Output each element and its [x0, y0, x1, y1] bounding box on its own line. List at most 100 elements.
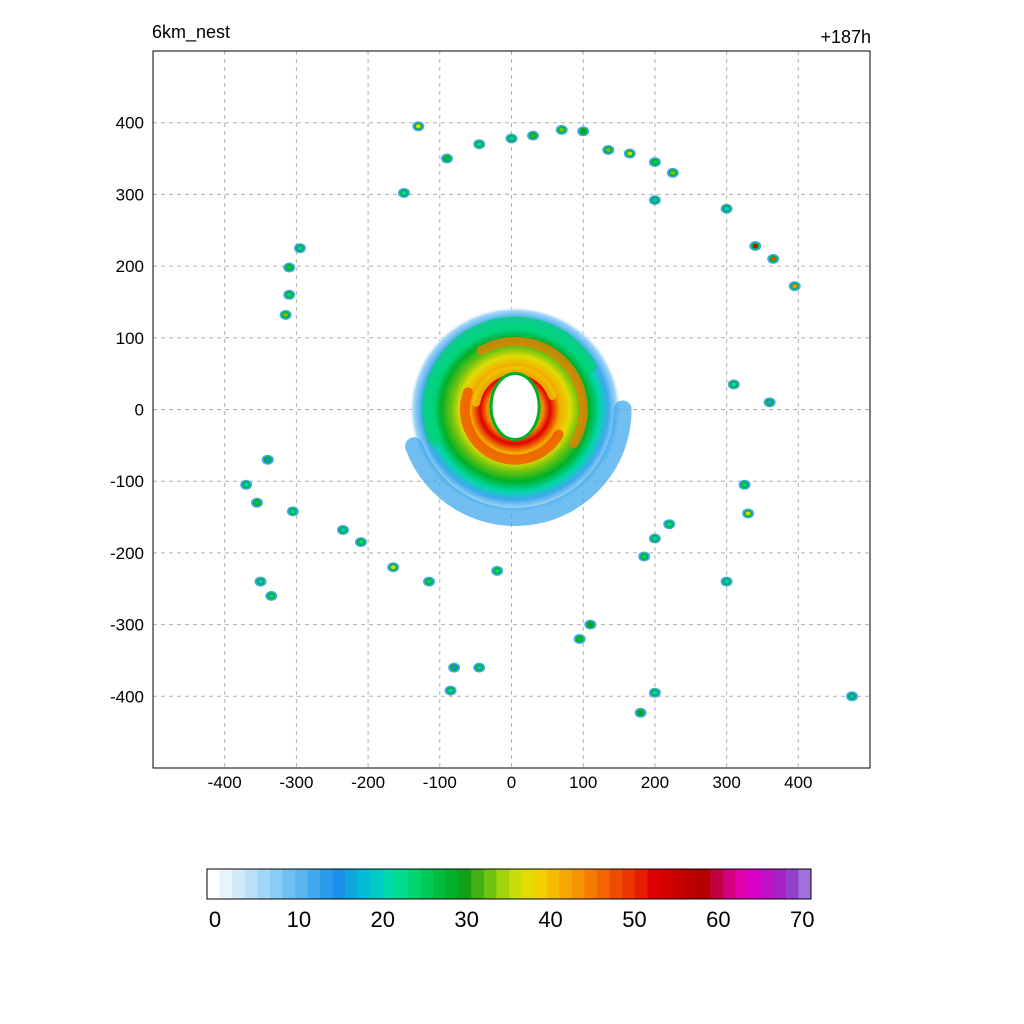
y-tick-label: -100 — [110, 472, 144, 491]
colorbar-swatch — [244, 869, 258, 899]
colorbar-tick-label: 10 — [287, 907, 311, 932]
colorbar-swatch — [546, 869, 560, 899]
colorbar-swatch — [420, 869, 434, 899]
convective-cell — [724, 579, 730, 584]
colorbar-swatch — [458, 869, 472, 899]
convective-cell — [258, 579, 264, 584]
convective-cell — [580, 129, 586, 134]
convective-cell — [451, 665, 457, 670]
colorbar-tick-label: 30 — [454, 907, 478, 932]
convective-cell — [286, 292, 292, 297]
colorbar-swatch — [332, 869, 346, 899]
colorbar-swatch — [307, 869, 321, 899]
colorbar-swatch — [735, 869, 749, 899]
y-tick-label: -400 — [110, 687, 144, 706]
chart-title-right: +187h — [820, 27, 871, 47]
convective-cell — [448, 688, 454, 693]
colorbar-swatch — [798, 869, 812, 899]
colorbar-swatch — [345, 869, 359, 899]
convective-cell — [652, 160, 658, 165]
x-tick-label: -200 — [351, 773, 385, 792]
convective-cell — [494, 568, 500, 573]
convective-cell — [390, 565, 396, 570]
colorbar-swatch — [534, 869, 548, 899]
colorbar-swatch — [395, 869, 409, 899]
convective-cell — [670, 170, 676, 175]
colorbar-swatch — [219, 869, 233, 899]
colorbar-swatch — [446, 869, 460, 899]
convective-cell — [476, 142, 482, 147]
colorbar-swatch — [559, 869, 573, 899]
y-tick-label: 300 — [116, 185, 144, 204]
x-tick-label: 200 — [641, 773, 669, 792]
spiral-band — [472, 366, 557, 407]
convective-cell — [559, 127, 565, 132]
colorbar-swatch — [760, 869, 774, 899]
spiral-band — [422, 316, 597, 446]
y-tick-label: 200 — [116, 257, 144, 276]
x-tick-label: 0 — [507, 773, 516, 792]
colorbar-swatch — [496, 869, 510, 899]
convective-cell — [426, 579, 432, 584]
y-tick-label: -300 — [110, 616, 144, 635]
convective-cell — [767, 400, 773, 405]
x-tick-label: 400 — [784, 773, 812, 792]
convective-cell — [254, 500, 260, 505]
x-tick-label: -300 — [279, 773, 313, 792]
convective-cell — [652, 536, 658, 541]
colorbar-swatch — [773, 869, 787, 899]
x-tick-label: 300 — [712, 773, 740, 792]
spiral-band — [476, 336, 588, 449]
colorbar-swatch — [622, 869, 636, 899]
convective-cell — [530, 133, 536, 138]
convective-cell — [290, 509, 296, 514]
colorbar-swatch — [358, 869, 372, 899]
colorbar-swatch — [697, 869, 711, 899]
y-tick-label: 0 — [135, 401, 144, 420]
colorbar-swatch — [785, 869, 799, 899]
y-tick-label: -200 — [110, 544, 144, 563]
colorbar-swatch — [609, 869, 623, 899]
convective-cell — [652, 198, 658, 203]
convective-cell — [742, 482, 748, 487]
convective-cell — [265, 457, 271, 462]
colorbar-swatch — [722, 869, 736, 899]
colorbar-swatch — [408, 869, 422, 899]
x-tick-label: 100 — [569, 773, 597, 792]
convective-cell — [415, 124, 421, 129]
convective-cell — [286, 265, 292, 270]
colorbar-swatch — [232, 869, 246, 899]
convective-cell — [745, 511, 751, 516]
convective-cell — [444, 156, 450, 161]
spiral-band — [405, 400, 632, 527]
colorbar: 0 10 20 30 40 50 60 70 — [206, 868, 814, 932]
convective-cell — [849, 694, 855, 699]
y-tick-label: 400 — [116, 114, 144, 133]
convective-cell — [401, 190, 407, 195]
y-tick-label: 100 — [116, 329, 144, 348]
convective-cell — [340, 527, 346, 532]
convective-cell — [770, 256, 776, 261]
colorbar-swatch — [483, 869, 497, 899]
colorbar-tick-label: 60 — [706, 907, 730, 932]
convective-cell — [666, 522, 672, 527]
colorbar-swatch — [634, 869, 648, 899]
colorbar-tick-label: 40 — [538, 907, 562, 932]
convective-cell — [638, 710, 644, 715]
colorbar-tick-label: 0 — [209, 907, 221, 932]
convective-cell — [297, 246, 303, 251]
colorbar-swatch — [647, 869, 661, 899]
colorbar-swatch — [509, 869, 523, 899]
colorbar-swatch — [685, 869, 699, 899]
convective-cell — [283, 312, 289, 317]
colorbar-swatch — [710, 869, 724, 899]
colorbar-swatch — [748, 869, 762, 899]
colorbar-swatch — [672, 869, 686, 899]
colorbar-frame — [206, 868, 812, 900]
x-tick-label: -100 — [423, 773, 457, 792]
x-axis-ticks: -400 -300 -200 -100 0 100 200 300 400 — [208, 773, 813, 792]
colorbar-swatch — [295, 869, 309, 899]
colorbar-swatch — [584, 869, 598, 899]
colorbar-tick-label: 70 — [790, 907, 814, 932]
